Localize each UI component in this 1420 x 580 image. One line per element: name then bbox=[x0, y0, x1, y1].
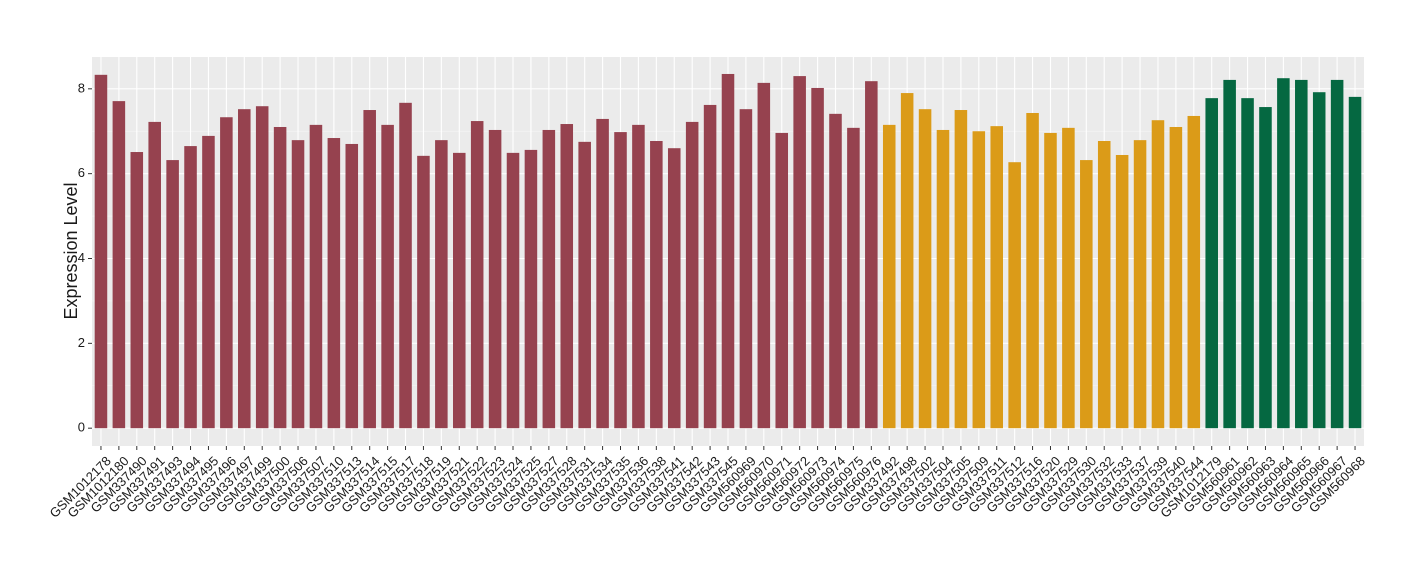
bar bbox=[632, 124, 645, 429]
y-tick-label: 0 bbox=[78, 420, 85, 435]
bar bbox=[1097, 140, 1111, 429]
bar bbox=[345, 143, 359, 429]
bar bbox=[757, 82, 771, 429]
bar bbox=[703, 104, 717, 429]
bar bbox=[685, 121, 699, 429]
bar bbox=[667, 148, 681, 429]
bar bbox=[202, 135, 215, 429]
y-tick-label: 2 bbox=[78, 335, 85, 350]
bar bbox=[578, 141, 591, 429]
bar bbox=[381, 124, 394, 429]
bar bbox=[1187, 115, 1201, 429]
bar bbox=[363, 110, 376, 429]
bar bbox=[1312, 92, 1326, 429]
bar bbox=[220, 117, 233, 429]
bar bbox=[470, 121, 484, 429]
bar bbox=[1330, 79, 1344, 429]
bar bbox=[1133, 140, 1147, 429]
bar bbox=[112, 101, 126, 429]
bar bbox=[829, 113, 842, 429]
bar bbox=[1026, 112, 1039, 429]
bar bbox=[184, 146, 197, 429]
bar bbox=[847, 127, 860, 429]
bar bbox=[506, 152, 520, 429]
bar bbox=[1062, 127, 1075, 429]
bar bbox=[1223, 79, 1236, 429]
bar bbox=[291, 140, 305, 429]
bar bbox=[524, 149, 538, 429]
bar bbox=[488, 129, 502, 429]
y-tick-label: 6 bbox=[78, 165, 85, 180]
bar bbox=[238, 109, 251, 429]
bar bbox=[811, 87, 824, 429]
bar bbox=[721, 73, 735, 429]
bar bbox=[793, 76, 806, 429]
bar bbox=[865, 81, 878, 429]
bar bbox=[1008, 162, 1021, 429]
bar bbox=[1277, 78, 1290, 429]
bar bbox=[435, 140, 448, 429]
bar bbox=[327, 138, 341, 429]
y-tick-label: 4 bbox=[78, 250, 85, 265]
bar bbox=[775, 132, 789, 429]
bar bbox=[255, 106, 269, 429]
bar bbox=[166, 160, 179, 429]
bar bbox=[936, 129, 950, 429]
bar bbox=[1295, 79, 1308, 429]
bar bbox=[739, 109, 753, 429]
bar bbox=[542, 129, 556, 429]
bar bbox=[560, 124, 574, 429]
bar bbox=[1044, 132, 1057, 429]
y-axis-label: Expression Level bbox=[61, 182, 81, 319]
bar bbox=[399, 102, 412, 429]
bar bbox=[954, 110, 968, 429]
bar bbox=[417, 155, 430, 429]
y-tick-label: 8 bbox=[78, 80, 85, 95]
bar bbox=[972, 131, 986, 429]
bar bbox=[1169, 126, 1183, 429]
bar bbox=[614, 132, 627, 429]
bar bbox=[309, 124, 323, 429]
bar bbox=[1241, 98, 1254, 429]
bar bbox=[990, 126, 1004, 429]
bar bbox=[918, 109, 932, 429]
bar bbox=[130, 152, 144, 429]
bar bbox=[148, 121, 161, 429]
bar bbox=[1348, 96, 1362, 429]
bar bbox=[1151, 120, 1165, 429]
bar bbox=[882, 124, 896, 429]
bar bbox=[650, 140, 663, 429]
bar bbox=[1205, 98, 1218, 429]
bar bbox=[1259, 107, 1272, 429]
bar bbox=[900, 93, 914, 429]
bar bbox=[1115, 154, 1129, 429]
bar bbox=[596, 118, 609, 429]
bar bbox=[94, 74, 108, 429]
bar bbox=[452, 152, 466, 429]
bar bbox=[1080, 160, 1093, 429]
bar bbox=[273, 126, 287, 429]
